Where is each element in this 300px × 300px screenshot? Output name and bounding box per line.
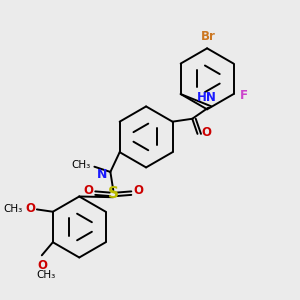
- Text: O: O: [38, 259, 47, 272]
- Text: HN: HN: [197, 91, 217, 104]
- Text: O: O: [26, 202, 36, 215]
- Text: O: O: [134, 184, 144, 197]
- Text: O: O: [83, 184, 93, 197]
- Text: CH₃: CH₃: [72, 160, 91, 170]
- Text: S: S: [108, 186, 119, 201]
- Text: F: F: [240, 89, 248, 102]
- Text: Br: Br: [201, 30, 216, 43]
- Text: CH₃: CH₃: [37, 270, 56, 280]
- Text: O: O: [202, 126, 212, 139]
- Text: CH₃: CH₃: [4, 203, 23, 214]
- Text: N: N: [97, 168, 107, 181]
